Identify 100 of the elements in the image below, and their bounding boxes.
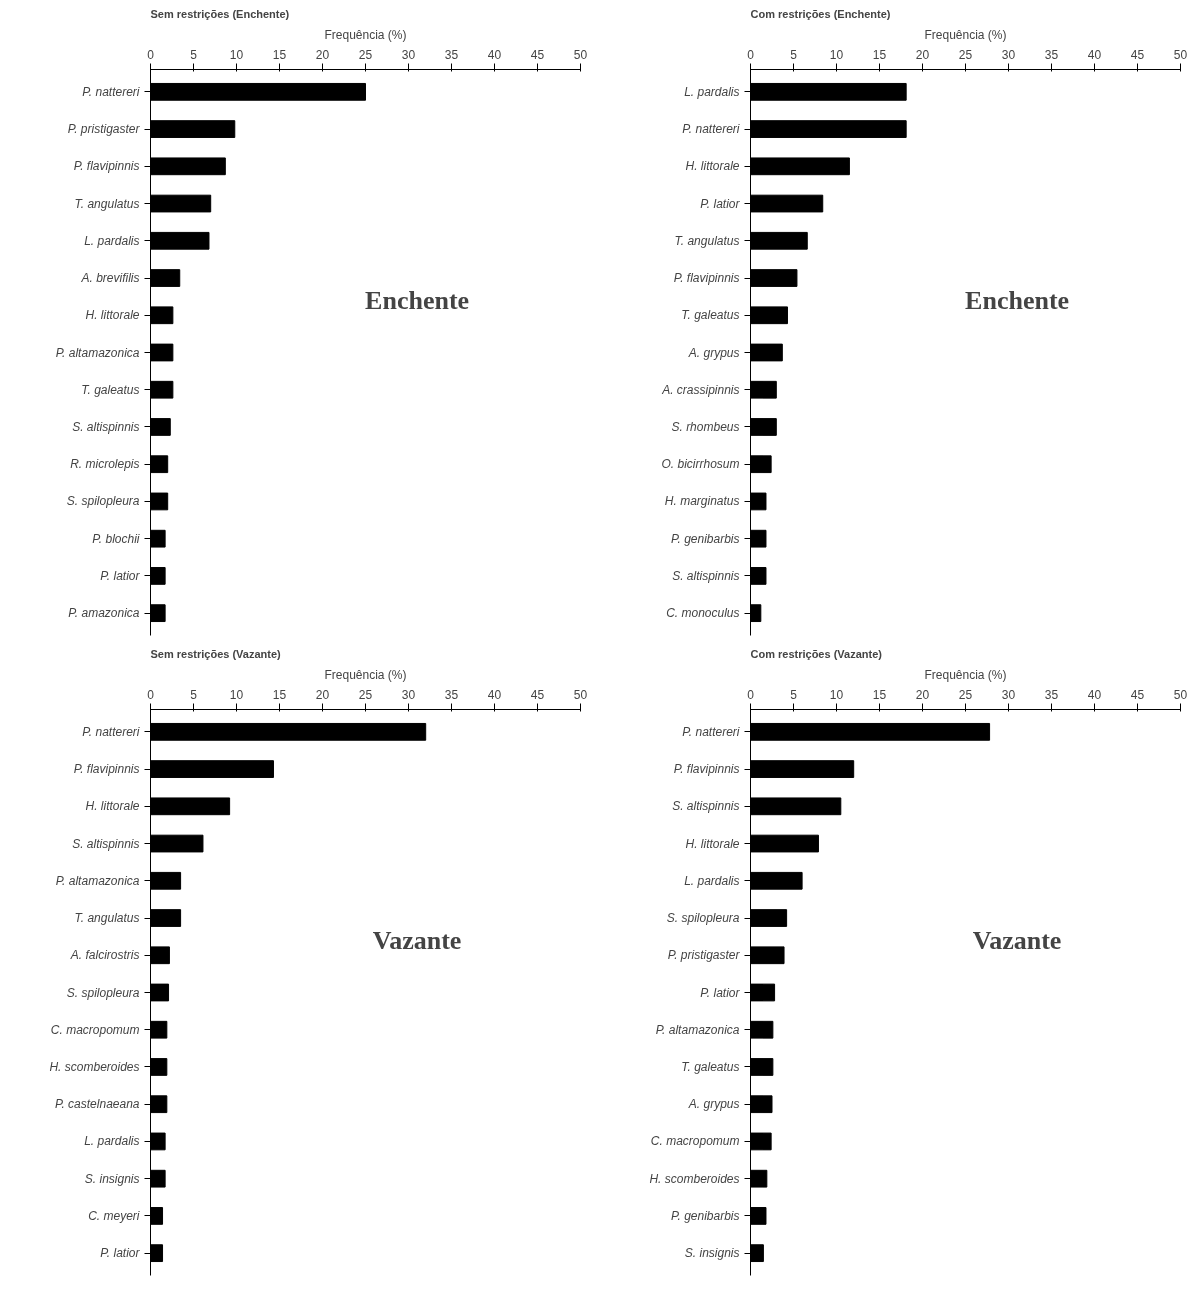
y-tick-label: S. spilopleura [66,985,140,1000]
x-tick-label: 30 [401,687,416,702]
y-tick-label: P. altamazonica [655,1022,740,1037]
annotation: Vazante [972,925,1062,955]
x-tick-label: 50 [573,687,588,702]
y-tick-label: P. nattereri [682,122,740,137]
chart-title: Com restrições (Enchente) [750,7,891,20]
x-axis-title: Frequência (%) [924,667,1007,682]
x-axis-title: Frequência (%) [324,667,407,682]
x-tick-label: 35 [444,687,459,702]
y-tick-label: O. bicirrhosum [661,457,740,472]
y-tick-label: P. genibarbis [671,531,740,546]
y-tick-label: H. marginatus [664,494,740,509]
y-tick-label: P. genibarbis [671,1208,740,1223]
y-tick-label: S. insignis [84,1171,140,1186]
y-tick-label: C. macropomum [50,1022,140,1037]
y-tick-label: P. latior [100,1246,141,1261]
y-tick-label: S. altispinnis [72,419,140,434]
x-tick-label: 45 [1130,47,1145,62]
y-tick-label: P. flavipinnis [673,271,740,286]
x-tick-label: 40 [1087,47,1102,62]
x-tick-label: 10 [229,47,244,62]
y-tick-label: P. altamazonica [55,345,140,360]
x-tick-label: 15 [872,687,887,702]
x-tick-label: 30 [1001,47,1016,62]
chart-title: Com restrições (Vazante) [750,647,883,660]
x-tick-label: 30 [1001,687,1016,702]
x-tick-label: 0 [747,687,755,702]
y-tick-label: T. angulatus [74,196,140,211]
y-tick-label: S. altispinnis [672,568,740,583]
y-tick-label: C. macropomum [650,1134,740,1149]
x-tick-label: 50 [1173,47,1188,62]
y-tick-label: P. flavipinnis [673,762,740,777]
y-tick-label: T. angulatus [674,233,740,248]
x-tick-label: 25 [958,47,973,62]
annotation: Enchente [965,285,1070,315]
x-tick-label: 20 [915,47,930,62]
x-tick-label: 0 [147,687,155,702]
x-tick-label: 35 [1044,687,1059,702]
x-tick-label: 15 [272,47,287,62]
y-tick-label: S. spilopleura [666,911,740,926]
y-tick-label: A. brevifilis [80,271,140,286]
x-tick-label: 45 [530,47,545,62]
x-tick-label: 0 [747,47,755,62]
x-tick-label: 50 [573,47,588,62]
y-tick-label: P. castelnaeana [54,1097,140,1112]
x-tick-label: 5 [190,687,198,702]
y-tick-label: L. pardalis [684,84,740,99]
annotation: Vazante [372,925,462,955]
y-tick-label: P. altamazonica [55,873,140,888]
x-tick-label: 35 [444,47,459,62]
y-tick-label: A. crassipinnis [661,382,740,397]
y-tick-label: P. latior [100,568,141,583]
y-tick-label: P. nattereri [82,724,140,739]
y-tick-label: C. meyeri [88,1208,140,1223]
y-tick-label: H. scomberoides [649,1171,740,1186]
y-tick-label: H. littorale [85,308,140,323]
y-tick-label: H. littorale [685,159,740,174]
x-tick-label: 45 [1130,687,1145,702]
x-tick-label: 0 [147,47,155,62]
y-tick-label: P. pristigaster [67,122,141,137]
x-axis-title: Frequência (%) [324,27,407,42]
x-tick-label: 40 [1087,687,1102,702]
x-tick-label: 5 [790,47,798,62]
x-axis-title: Frequência (%) [924,27,1007,42]
x-tick-label: 10 [829,47,844,62]
y-tick-label: A. grypus [687,1097,740,1112]
y-tick-label: P. flavipinnis [73,159,140,174]
y-tick-label: S. rhombeus [671,419,740,434]
x-tick-label: 25 [358,47,373,62]
y-tick-label: L. pardalis [684,873,740,888]
y-tick-label: S. spilopleura [66,494,140,509]
y-tick-label: P. blochii [92,531,140,546]
x-tick-label: 10 [829,687,844,702]
x-tick-label: 5 [790,687,798,702]
y-tick-label: T. galeatus [681,1059,740,1074]
x-tick-label: 15 [272,687,287,702]
y-tick-label: H. littorale [685,836,740,851]
y-tick-label: H. littorale [85,799,140,814]
y-tick-label: P. amazonica [68,606,140,621]
x-tick-label: 40 [487,47,502,62]
chart-title: Sem restrições (Vazante) [150,647,282,660]
x-tick-label: 20 [915,687,930,702]
x-tick-label: 20 [315,687,330,702]
y-tick-label: S. insignis [684,1246,740,1261]
x-tick-label: 15 [872,47,887,62]
y-tick-label: S. altispinnis [672,799,740,814]
y-tick-label: P. latior [700,196,741,211]
y-tick-label: T. galeatus [81,382,140,397]
x-tick-label: 30 [401,47,416,62]
x-tick-label: 25 [958,687,973,702]
x-tick-label: 35 [1044,47,1059,62]
y-tick-label: H. scomberoides [49,1059,140,1074]
y-tick-label: L. pardalis [84,233,140,248]
x-tick-label: 5 [190,47,198,62]
y-tick-label: P. pristigaster [667,948,741,963]
y-tick-label: P. latior [700,985,741,1000]
y-tick-label: P. nattereri [682,724,740,739]
y-tick-label: P. nattereri [82,84,140,99]
x-tick-label: 10 [229,687,244,702]
